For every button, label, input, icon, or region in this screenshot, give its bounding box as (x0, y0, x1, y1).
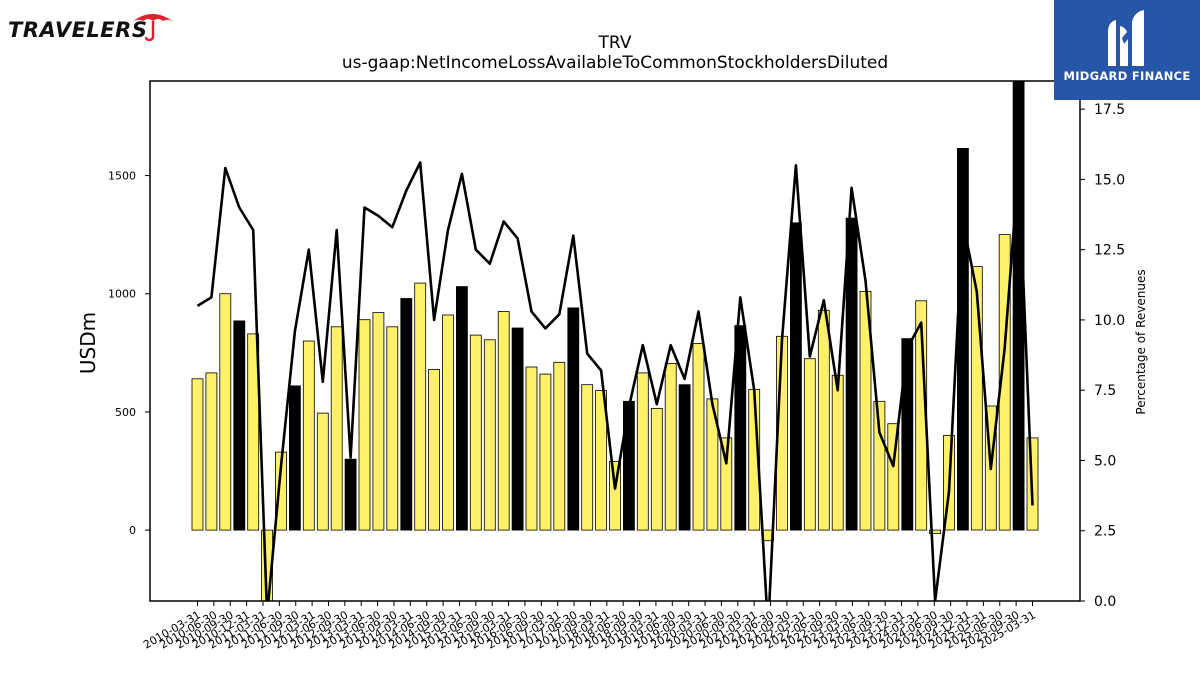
bar-quarter (636, 372, 649, 531)
bar-quarter (372, 312, 385, 531)
bar-quarter (692, 342, 705, 531)
bar-quarter (525, 366, 538, 531)
bar-fiscal-year (678, 384, 691, 531)
y2-tick-label: 17.5 (1094, 102, 1125, 118)
bar-quarter (497, 311, 510, 531)
bar-fiscal-year (623, 400, 635, 531)
bar-quarter (330, 326, 343, 531)
bar-quarter (414, 282, 427, 531)
bar-fiscal-year (901, 338, 914, 531)
bar-quarter (219, 293, 232, 531)
bar-quarter (553, 361, 566, 531)
bar-fiscal-year (455, 286, 468, 531)
bar-fiscal-year (790, 222, 802, 531)
y-tick-label: 1000 (108, 288, 136, 301)
bar-fiscal-year (400, 298, 413, 531)
bar-fiscal-year (957, 147, 969, 531)
midgard-finance-label: MIDGARD FINANCE (1063, 69, 1191, 83)
y-axis-label: USDm (76, 312, 100, 374)
bar-quarter (720, 437, 733, 531)
bar-quarter (581, 384, 594, 531)
bar-quarter (442, 314, 454, 531)
bar-quarter (316, 412, 329, 531)
y-tick-label: 500 (115, 406, 136, 419)
bar-quarter (205, 372, 218, 531)
bar-quarter (483, 339, 496, 531)
bar-fiscal-year (288, 385, 301, 531)
bar-quarter (191, 378, 204, 531)
bar-quarter (595, 390, 607, 531)
y2-tick-label: 10.0 (1094, 313, 1125, 329)
bar-quarter (469, 334, 482, 531)
bar-fiscal-year (845, 217, 858, 531)
travelers-logo-text: TRAVELERS (8, 18, 148, 42)
bar-fiscal-year (734, 325, 747, 531)
y2-tick-label: 12.5 (1094, 243, 1125, 259)
midgard-finance-logo: MIDGARD FINANCE (1054, 0, 1200, 100)
midgard-mark-icon (1108, 10, 1144, 66)
y-tick-label: 1500 (108, 170, 136, 183)
y2-tick-label: 5.0 (1094, 453, 1116, 469)
bar-quarter (831, 374, 844, 531)
bar-fiscal-year (567, 307, 580, 531)
y2-tick-label: 15.0 (1094, 172, 1125, 188)
bar-quarter (247, 333, 260, 531)
y2-tick-label: 0.0 (1094, 594, 1116, 610)
bar-quarter (609, 461, 621, 531)
y2-tick-label: 7.5 (1094, 383, 1116, 399)
chart-subtitle: us-gaap:NetIncomeLossAvailableToCommonSt… (342, 53, 888, 73)
bar-quarter (970, 266, 983, 531)
bar-quarter (650, 407, 663, 531)
bar-quarter (817, 309, 830, 531)
bar-quarter (887, 423, 900, 531)
bar-quarter (539, 373, 552, 531)
chart-title: TRV (598, 33, 632, 53)
y2-axis-label: Percentage of Revenues (1134, 269, 1148, 414)
bar-fiscal-year (344, 458, 357, 531)
bar-quarter (358, 319, 371, 531)
bar-quarter (803, 358, 816, 531)
y-tick-label: 0 (129, 524, 136, 537)
bar-quarter (664, 363, 677, 531)
bar-quarter (275, 451, 287, 531)
umbrella-icon (132, 14, 174, 42)
bar-fiscal-year (233, 320, 246, 531)
y2-tick-label: 2.5 (1094, 524, 1116, 540)
plot-area (191, 81, 1039, 601)
pct-revenue-line (196, 161, 1034, 601)
bar-quarter (998, 234, 1011, 531)
bar-fiscal-year (511, 327, 524, 531)
bar-quarter (929, 529, 941, 534)
bar-quarter (428, 368, 441, 531)
bar-fiscal-year (1012, 81, 1025, 531)
plot-frame (149, 80, 1081, 602)
bar-quarter (386, 326, 399, 531)
bar-quarter (302, 340, 315, 531)
bar-quarter (873, 400, 886, 531)
